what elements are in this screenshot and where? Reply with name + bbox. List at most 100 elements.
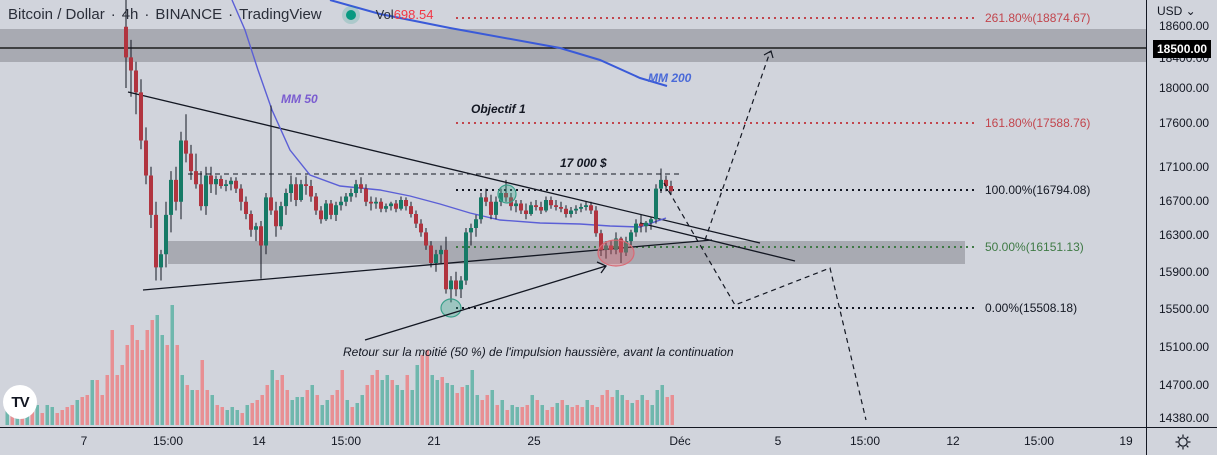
symbol-name[interactable]: Bitcoin / Dollar bbox=[8, 6, 105, 23]
candle-body[interactable] bbox=[389, 203, 393, 207]
candle-body[interactable] bbox=[629, 232, 633, 242]
bullish-projection-path[interactable] bbox=[704, 51, 771, 241]
candle-body[interactable] bbox=[589, 205, 593, 211]
candle-body[interactable] bbox=[304, 184, 308, 186]
candle-body[interactable] bbox=[489, 201, 493, 215]
candle-body[interactable] bbox=[299, 184, 303, 200]
candle-body[interactable] bbox=[244, 201, 248, 214]
candle-body[interactable] bbox=[654, 188, 658, 220]
candle-body[interactable] bbox=[219, 179, 223, 186]
candle-body[interactable] bbox=[249, 214, 253, 230]
currency-dropdown[interactable]: USD ⌄ bbox=[1157, 4, 1196, 18]
candle-body[interactable] bbox=[564, 208, 568, 214]
candle-body[interactable] bbox=[134, 70, 138, 93]
candle-body[interactable] bbox=[599, 233, 603, 250]
candle-body[interactable] bbox=[484, 197, 488, 202]
candle-body[interactable] bbox=[189, 153, 193, 172]
highlight-circle-retest[interactable] bbox=[597, 239, 635, 267]
candle-body[interactable] bbox=[259, 226, 263, 246]
candle-body[interactable] bbox=[529, 205, 533, 214]
candle-body[interactable] bbox=[584, 205, 588, 207]
candle-body[interactable] bbox=[294, 184, 298, 200]
candle-body[interactable] bbox=[159, 254, 163, 268]
candle-body[interactable] bbox=[384, 206, 388, 209]
candle-body[interactable] bbox=[174, 179, 178, 202]
candle-body[interactable] bbox=[269, 197, 273, 211]
candle-body[interactable] bbox=[404, 200, 408, 207]
candle-body[interactable] bbox=[634, 223, 638, 233]
candlesticks[interactable] bbox=[124, 0, 673, 303]
candle-body[interactable] bbox=[314, 196, 318, 211]
candle-body[interactable] bbox=[124, 26, 128, 58]
candle-body[interactable] bbox=[464, 232, 468, 281]
candle-body[interactable] bbox=[544, 200, 548, 211]
candle-body[interactable] bbox=[324, 203, 328, 220]
candle-body[interactable] bbox=[609, 245, 613, 250]
candle-body[interactable] bbox=[604, 245, 608, 250]
candle-body[interactable] bbox=[199, 184, 203, 207]
candle-body[interactable] bbox=[659, 179, 663, 189]
candle-body[interactable] bbox=[444, 249, 448, 290]
candle-body[interactable] bbox=[424, 232, 428, 246]
candle-body[interactable] bbox=[449, 280, 453, 290]
candle-body[interactable] bbox=[139, 92, 143, 141]
bearish-projection-path[interactable] bbox=[663, 182, 867, 421]
highlight-circle-bottom[interactable] bbox=[440, 298, 462, 318]
candle-body[interactable] bbox=[184, 140, 188, 154]
candle-body[interactable] bbox=[579, 207, 583, 209]
settings-button[interactable] bbox=[1146, 427, 1217, 455]
candle-body[interactable] bbox=[414, 214, 418, 224]
candle-body[interactable] bbox=[409, 206, 413, 214]
descending-trendline[interactable] bbox=[127, 91, 761, 244]
candle-body[interactable] bbox=[284, 193, 288, 207]
candle-body[interactable] bbox=[639, 223, 643, 227]
candle-body[interactable] bbox=[179, 140, 183, 202]
resistance-zone[interactable] bbox=[0, 29, 1146, 62]
candle-body[interactable] bbox=[619, 238, 623, 253]
candle-body[interactable] bbox=[574, 208, 578, 211]
candle-body[interactable] bbox=[164, 214, 168, 255]
candle-body[interactable] bbox=[524, 210, 528, 215]
candle-body[interactable] bbox=[334, 205, 338, 215]
time-axis[interactable]: 7 15:00 14 15:00 21 25 Déc 5 15:00 12 15:00 19 bbox=[0, 427, 1146, 455]
candle-body[interactable] bbox=[369, 201, 373, 204]
descending-trendline-ext[interactable] bbox=[639, 222, 796, 262]
candle-body[interactable] bbox=[364, 188, 368, 202]
candle-body[interactable] bbox=[499, 193, 503, 202]
fibonacci-levels[interactable]: 261.80%(18874.67) 161.80%(17588.76) 100.00… bbox=[456, 11, 1090, 315]
mm200-line[interactable] bbox=[329, 0, 668, 87]
candle-body[interactable] bbox=[354, 184, 358, 193]
candle-body[interactable] bbox=[344, 196, 348, 202]
mm50-line[interactable] bbox=[231, 0, 667, 228]
candle-body[interactable] bbox=[514, 203, 518, 207]
highlight-circle-top[interactable] bbox=[497, 184, 517, 204]
symbol-header[interactable]: Bitcoin / Dollar · 4h · BINANCE · Tradin… bbox=[8, 6, 433, 23]
candle-body[interactable] bbox=[289, 184, 293, 193]
candle-body[interactable] bbox=[624, 241, 628, 253]
candle-body[interactable] bbox=[204, 175, 208, 207]
candle-body[interactable] bbox=[419, 223, 423, 233]
candle-body[interactable] bbox=[539, 207, 543, 211]
candle-body[interactable] bbox=[379, 201, 383, 209]
candle-body[interactable] bbox=[454, 280, 458, 290]
price-axis[interactable]: 18600.00 18400.00 18000.00 17600.00 17100.00… bbox=[1146, 0, 1217, 427]
candle-body[interactable] bbox=[229, 180, 233, 185]
candle-body[interactable] bbox=[209, 175, 213, 185]
candle-body[interactable] bbox=[664, 179, 668, 186]
candle-body[interactable] bbox=[264, 197, 268, 246]
candle-body[interactable] bbox=[594, 210, 598, 234]
candle-body[interactable] bbox=[569, 210, 573, 215]
candle-body[interactable] bbox=[469, 228, 473, 233]
candle-body[interactable] bbox=[554, 205, 558, 207]
candle-body[interactable] bbox=[279, 206, 283, 227]
candle-body[interactable] bbox=[504, 193, 508, 198]
candle-body[interactable] bbox=[154, 214, 158, 268]
candle-body[interactable] bbox=[374, 201, 378, 204]
candle-body[interactable] bbox=[559, 207, 563, 209]
candle-body[interactable] bbox=[309, 186, 313, 197]
candle-body[interactable] bbox=[129, 57, 133, 71]
candle-body[interactable] bbox=[149, 175, 153, 215]
candle-body[interactable] bbox=[339, 201, 343, 206]
candle-body[interactable] bbox=[459, 280, 463, 290]
candle-body[interactable] bbox=[434, 254, 438, 263]
